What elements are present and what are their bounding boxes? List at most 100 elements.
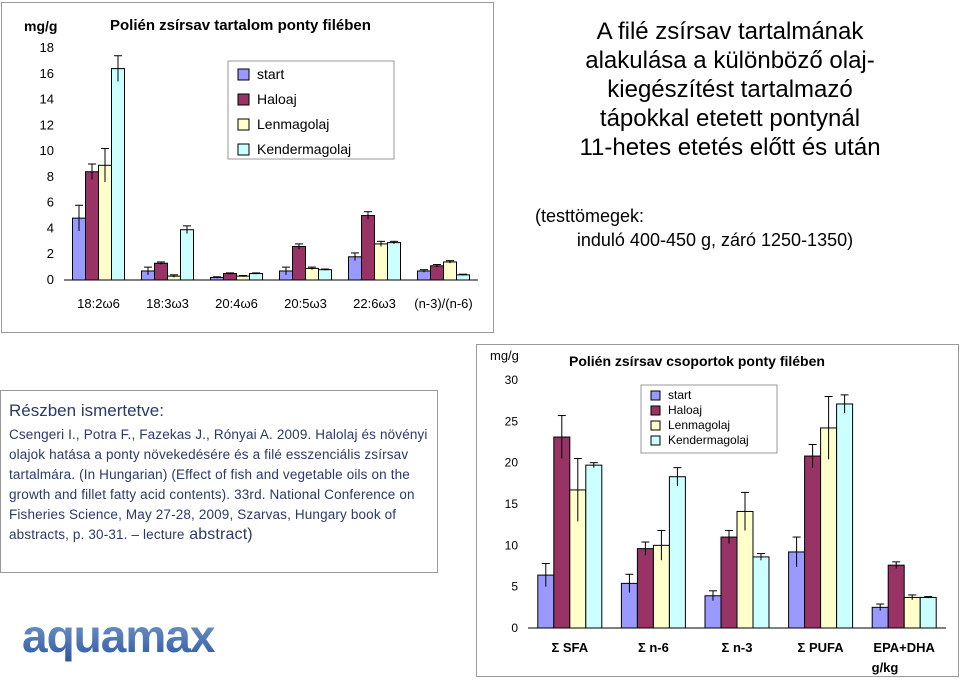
y-tick-label: 20 [505,456,519,470]
y-tick-label: 0 [511,621,518,635]
title-line: 11-hetes etetés előtt és után [579,134,881,161]
bar [85,171,99,281]
legend-swatch [650,405,661,416]
x-tick-label-unit: g/kg [872,660,899,675]
y-tick-label: 4 [47,220,54,235]
legend-label: Lenmagolaj [668,418,730,432]
y-tick-label: 30 [505,373,519,387]
x-tick-label: 20:4ω6 [215,296,258,311]
y-tick-label: 2 [47,246,54,261]
bar [361,215,375,281]
bar [387,242,401,281]
bar [836,403,854,629]
aquamax-logo-graphic: aquamax [22,610,217,662]
legend-label: Haloaj [257,91,297,107]
x-tick-label: 18:3ω3 [146,296,189,311]
y-tick-label: 8 [47,169,54,184]
y-tick-label: 15 [505,497,519,511]
x-tick-label: (n-3)/(n-6) [414,296,473,311]
reference-box: Részben ismertetve: Csengeri I., Potra F… [0,390,438,573]
bar [154,262,168,281]
bar [585,464,603,629]
title-line: tápokkal etetett pontynál [599,105,861,132]
title-line: kiegészítést tartalmazó [607,76,853,103]
bar [887,564,905,629]
y-tick-label: 10 [40,143,54,158]
bar [636,548,654,629]
x-tick-label: EPA+DHA [873,640,935,655]
bar [223,273,237,281]
x-tick-label: Σ n-3 [722,640,753,655]
left-chart: mg/g Polién zsírsav tartalom ponty filébe… [24,17,478,311]
left-chart-panel: mg/g Polién zsírsav tartalom ponty filébe… [1,2,494,333]
y-tick-label: 16 [40,66,54,81]
bar [430,265,444,281]
title-line: alakulása a különböző olaj- [585,47,875,74]
bar [249,273,263,281]
bar [417,270,431,281]
y-axis-unit: mg/g [490,348,519,363]
legend-label: Kendermagolaj [668,433,749,447]
legend-label: Lenmagolaj [257,116,329,132]
chart-title: Polién zsírsav csoportok ponty filében [569,353,825,369]
y-tick-label: 14 [40,92,54,107]
bar [305,267,319,281]
bar [111,68,125,281]
bar [443,261,457,281]
y-axis-unit: mg/g [24,18,57,34]
y-tick-label: 0 [47,272,54,287]
bar [668,476,686,629]
x-tick-label: 18:2ω6 [77,296,120,311]
bar [180,229,194,281]
legend-swatch [650,435,661,446]
title-line: A filé zsírsav tartalmának [596,18,864,45]
bar [919,596,937,629]
x-tick-label: Σ PUFA [798,640,845,655]
bar [903,596,921,629]
bar [456,274,470,281]
bar [553,436,571,629]
reference-text-main: Csengeri I., Potra F., Fazekas J., Rónya… [9,427,428,542]
legend-swatch [650,420,661,431]
legend-box [640,384,778,454]
legend-swatch [237,143,250,156]
y-tick-label: 25 [505,414,519,428]
legend-swatch [650,390,661,401]
legend-swatch [237,118,250,131]
x-tick-label: Σ n-6 [638,640,669,655]
y-tick-label: 18 [40,40,54,55]
y-tick-label: 12 [40,117,54,132]
chart-title: Polién zsírsav tartalom ponty filében [110,17,371,34]
bar [804,455,822,629]
legend-label: Kendermagolaj [257,141,351,157]
right-chart-panel: mg/g Polién zsírsav csoportok ponty filéb… [476,344,959,677]
legend-swatch [237,93,250,106]
legend-box [227,60,395,160]
legend-swatch [237,68,250,81]
x-tick-label: 22:6ω3 [353,296,396,311]
bar [752,556,770,629]
y-tick-label: 10 [505,538,519,552]
legend-label: start [257,66,284,82]
x-tick-label: Σ SFA [551,640,588,655]
bar [374,243,388,281]
subtitle-line: induló 400-450 g, záró 1250-1350) [576,230,854,250]
bar [292,245,306,281]
y-tick-label: 6 [47,195,54,210]
legend-label: start [668,388,692,402]
subtitle-line: (testtömegek: [535,206,645,226]
reference-text: Csengeri I., Potra F., Fazekas J., Rónya… [9,425,429,545]
aquamax-logo: aquamax [20,610,260,675]
reference-text-end: abstract) [184,526,253,543]
bar [318,269,332,281]
reference-heading: Részben ismertetve: [9,401,164,420]
page-subtitle: (testtömegek: induló 400-450 g, záró 1250… [505,204,925,252]
legend-label: Haloaj [668,403,702,417]
bar [720,536,738,629]
right-chart: mg/g Polién zsírsav csoportok ponty filéb… [490,348,946,675]
logo-text: aquamax [22,610,216,662]
page-title: A filé zsírsav tartalmának alakulása a kü… [530,17,930,162]
bar [98,164,112,281]
x-tick-label: 20:5ω3 [284,296,327,311]
y-tick-label: 5 [511,580,518,594]
